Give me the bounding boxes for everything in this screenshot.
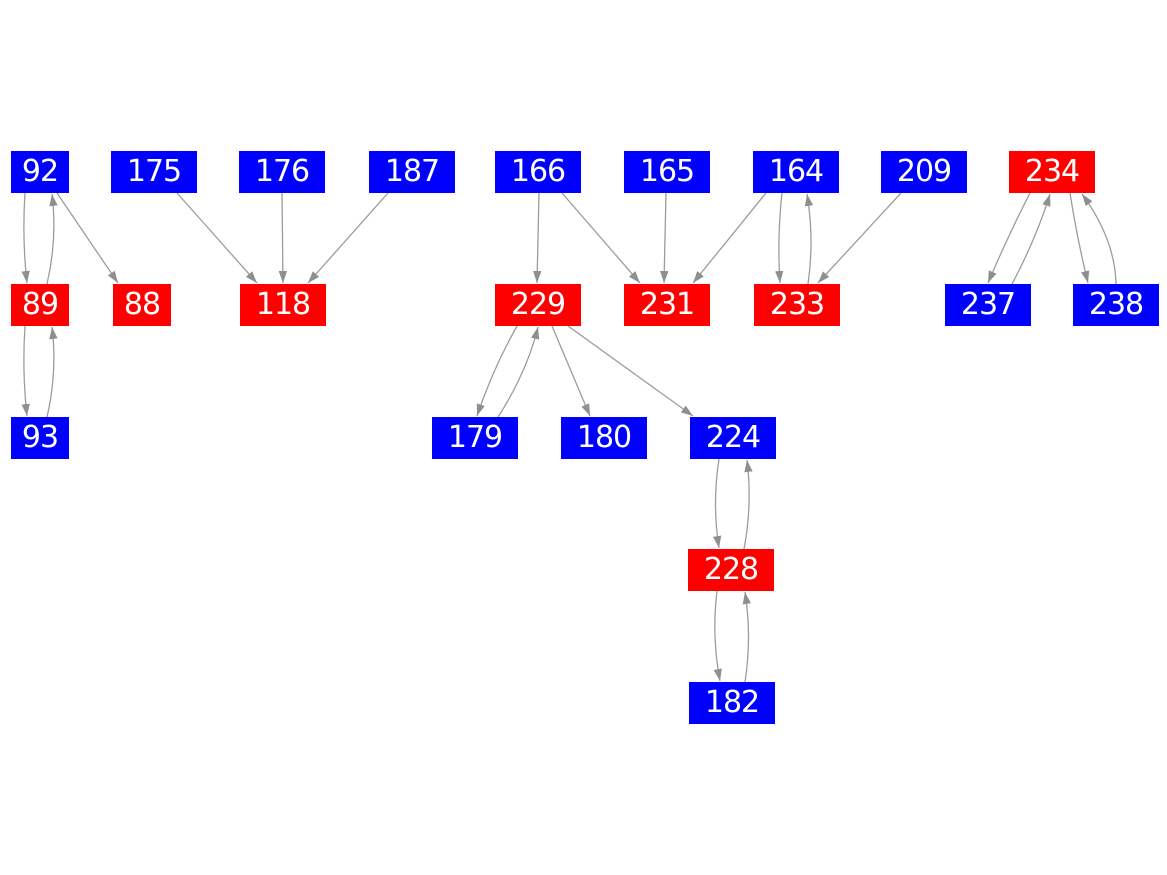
edge-237-234 <box>1011 193 1051 285</box>
edge-182-228 <box>742 591 751 683</box>
edge-179-229 <box>497 326 540 418</box>
edge-176-118 <box>278 192 288 284</box>
node-238: 238 <box>1073 284 1159 326</box>
node-187: 187 <box>369 151 455 193</box>
node-88: 88 <box>113 284 171 326</box>
edge-89-93 <box>21 325 30 417</box>
node-165: 165 <box>624 151 710 193</box>
edge-92-88 <box>56 192 119 284</box>
edge-165-231 <box>660 192 669 284</box>
node-93: 93 <box>11 417 69 459</box>
edge-229-179 <box>476 325 518 417</box>
node-164: 164 <box>753 151 839 193</box>
edge-233-164 <box>804 193 814 285</box>
edge-229-224 <box>567 325 694 417</box>
node-179: 179 <box>432 417 518 459</box>
node-228: 228 <box>688 549 774 591</box>
edge-234-237 <box>987 192 1031 284</box>
node-180: 180 <box>561 417 647 459</box>
edge-234-238 <box>1069 192 1090 284</box>
node-209: 209 <box>881 151 967 193</box>
node-175: 175 <box>111 151 197 193</box>
node-182: 182 <box>689 682 775 724</box>
edge-229-180 <box>551 325 591 417</box>
edge-92-89 <box>21 192 30 284</box>
node-176: 176 <box>239 151 325 193</box>
edge-175-118 <box>176 192 258 284</box>
edge-228-182 <box>713 590 722 682</box>
edge-93-89 <box>46 326 58 418</box>
edge-187-118 <box>307 192 389 284</box>
node-229: 229 <box>495 284 581 326</box>
edge-228-224 <box>743 459 753 550</box>
node-118: 118 <box>240 284 326 326</box>
node-92: 92 <box>11 151 69 193</box>
node-233: 233 <box>754 284 840 326</box>
edge-209-233 <box>817 192 902 284</box>
edge-166-231 <box>561 192 641 284</box>
node-231: 231 <box>624 284 710 326</box>
node-89: 89 <box>11 284 69 326</box>
node-224: 224 <box>690 417 776 459</box>
edge-224-228 <box>712 458 722 549</box>
edge-89-92 <box>46 193 58 285</box>
edge-164-233 <box>775 192 784 284</box>
edge-166-229 <box>533 192 542 284</box>
edge-164-231 <box>692 192 767 284</box>
node-237: 237 <box>945 284 1031 326</box>
node-166: 166 <box>495 151 581 193</box>
edge-238-234 <box>1081 193 1117 285</box>
node-234: 234 <box>1009 151 1095 193</box>
